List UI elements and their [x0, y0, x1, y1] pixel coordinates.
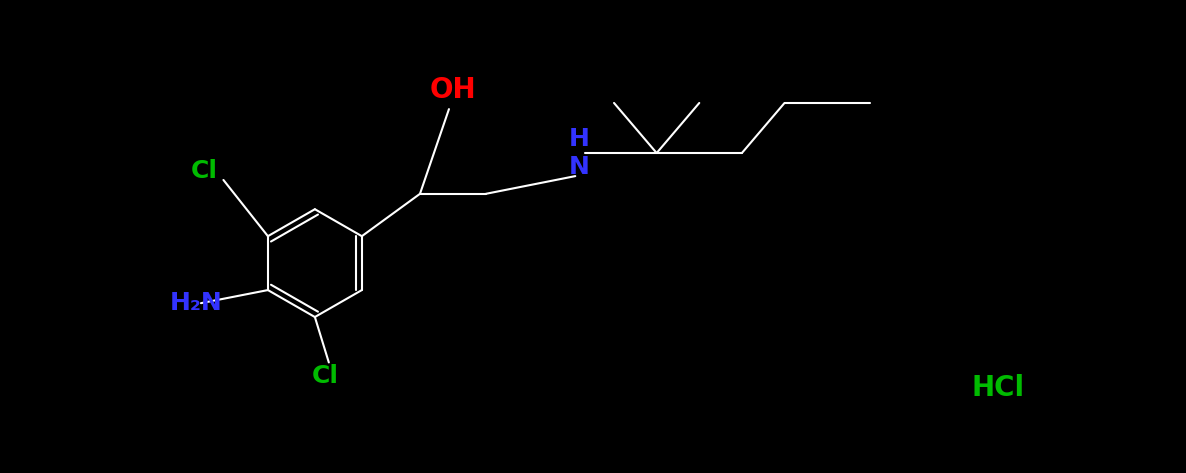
- Text: Cl: Cl: [312, 364, 338, 388]
- Text: OH: OH: [429, 76, 476, 104]
- Text: H
N: H N: [569, 127, 589, 179]
- Text: HCl: HCl: [971, 374, 1025, 402]
- Text: H₂N: H₂N: [170, 291, 223, 315]
- Text: Cl: Cl: [191, 159, 217, 183]
